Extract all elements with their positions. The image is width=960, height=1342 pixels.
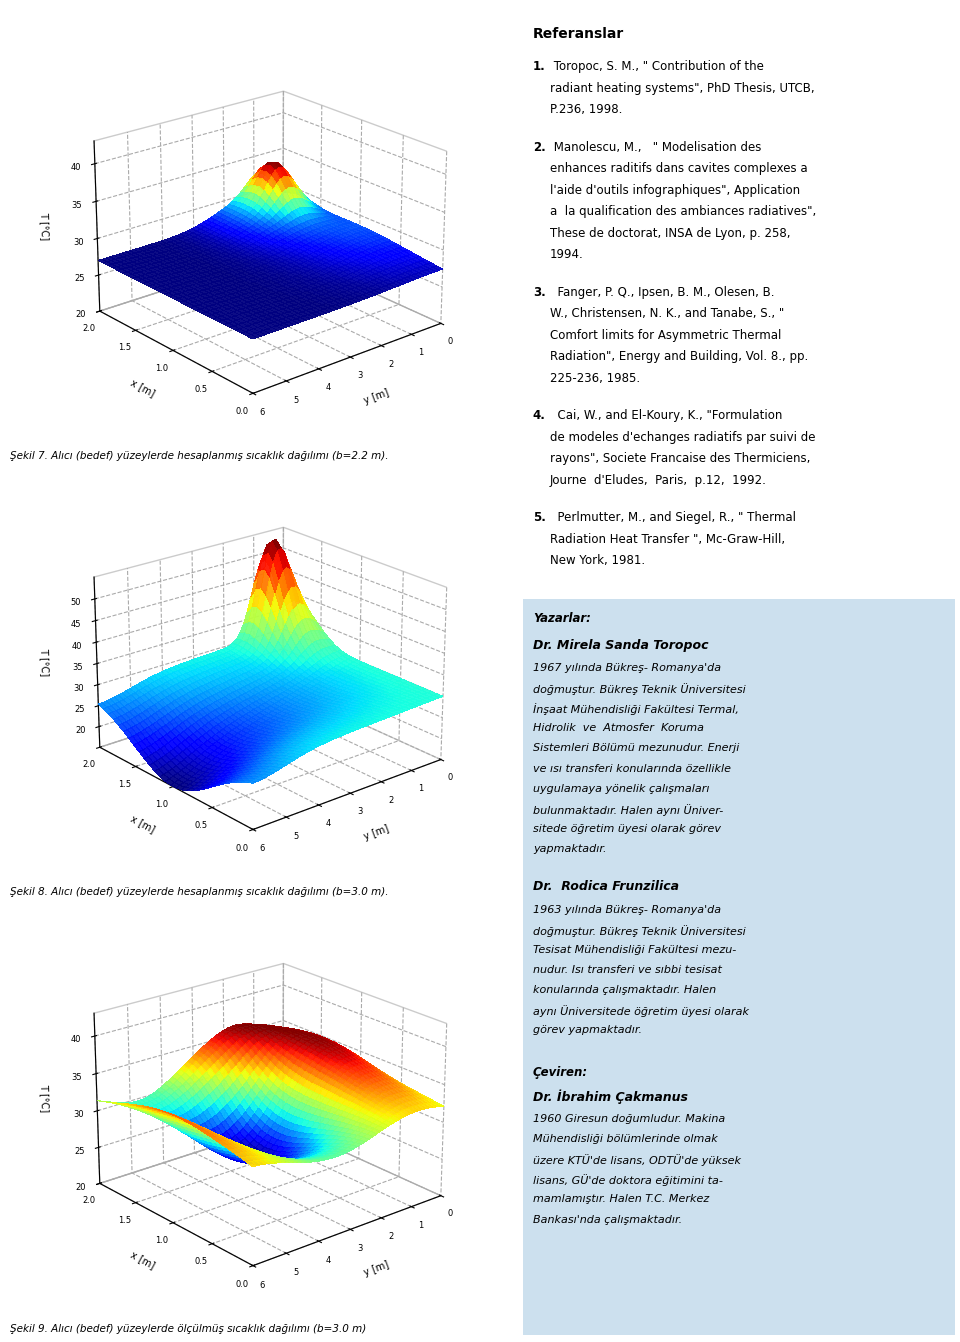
Y-axis label: x [m]: x [m] [129, 1249, 156, 1271]
Text: uygulamaya yönelik çalışmaları: uygulamaya yönelik çalışmaları [533, 784, 709, 793]
Text: 1994.: 1994. [550, 248, 584, 262]
Text: Radiation Heat Transfer ", Mc-Graw-Hill,: Radiation Heat Transfer ", Mc-Graw-Hill, [550, 533, 785, 546]
Text: üzere KTÜ'de lisans, ODTÜ'de yüksek: üzere KTÜ'de lisans, ODTÜ'de yüksek [533, 1154, 741, 1166]
Text: Fanger, P. Q., Ipsen, B. M., Olesen, B.: Fanger, P. Q., Ipsen, B. M., Olesen, B. [550, 286, 775, 299]
Text: 2.: 2. [533, 141, 545, 154]
Text: 1967 yılında Bükreş- Romanya'da: 1967 yılında Bükreş- Romanya'da [533, 663, 721, 672]
Text: 4.: 4. [533, 409, 545, 423]
Text: Comfort limits for Asymmetric Thermal: Comfort limits for Asymmetric Thermal [550, 329, 781, 342]
Text: 3.: 3. [533, 286, 545, 299]
Text: sitede öğretim üyesi olarak görev: sitede öğretim üyesi olarak görev [533, 824, 721, 833]
Text: 1960 Giresun doğumludur. Makina: 1960 Giresun doğumludur. Makina [533, 1114, 725, 1123]
Text: Perlmutter, M., and Siegel, R., " Thermal: Perlmutter, M., and Siegel, R., " Therma… [550, 511, 796, 525]
Text: P.236, 1998.: P.236, 1998. [550, 103, 622, 117]
Text: doğmuştur. Bükreş Teknik Üniversitesi: doğmuştur. Bükreş Teknik Üniversitesi [533, 683, 746, 695]
Y-axis label: x [m]: x [m] [129, 377, 156, 399]
X-axis label: y [m]: y [m] [362, 824, 390, 841]
Text: Journe  d'Eludes,  Paris,  p.12,  1992.: Journe d'Eludes, Paris, p.12, 1992. [550, 474, 767, 487]
Text: Dr. İbrahim Çakmanus: Dr. İbrahim Çakmanus [533, 1090, 687, 1104]
X-axis label: y [m]: y [m] [362, 1260, 390, 1278]
Text: Referanslar: Referanslar [533, 27, 624, 40]
Text: mamlamıştır. Halen T.C. Merkez: mamlamıştır. Halen T.C. Merkez [533, 1194, 709, 1204]
Text: 1963 yılında Bükreş- Romanya'da: 1963 yılında Bükreş- Romanya'da [533, 905, 721, 914]
Text: Cai, W., and El-Koury, K., "Formulation: Cai, W., and El-Koury, K., "Formulation [550, 409, 782, 423]
Text: 225-236, 1985.: 225-236, 1985. [550, 372, 640, 385]
Text: a  la qualification des ambiances radiatives",: a la qualification des ambiances radiati… [550, 205, 816, 219]
Text: 5.: 5. [533, 511, 545, 525]
Text: aynı Üniversitede öğretim üyesi olarak: aynı Üniversitede öğretim üyesi olarak [533, 1005, 749, 1017]
Text: Bankası'nda çalışmaktadır.: Bankası'nda çalışmaktadır. [533, 1215, 682, 1224]
X-axis label: y [m]: y [m] [362, 388, 390, 405]
Text: Toropoc, S. M., " Contribution of the: Toropoc, S. M., " Contribution of the [550, 60, 764, 74]
Text: konularında çalışmaktadır. Halen: konularında çalışmaktadır. Halen [533, 985, 716, 994]
Text: Yazarlar:: Yazarlar: [533, 612, 590, 625]
Text: l'aide d'outils infographiques", Application: l'aide d'outils infographiques", Applica… [550, 184, 801, 197]
Text: Sistemleri Bölümü mezunudur. Enerji: Sistemleri Bölümü mezunudur. Enerji [533, 743, 739, 753]
Text: ve ısı transferi konularında özellikle: ve ısı transferi konularında özellikle [533, 764, 731, 773]
Text: lisans, GÜ'de doktora eğitimini ta-: lisans, GÜ'de doktora eğitimini ta- [533, 1174, 723, 1186]
Text: Manolescu, M.,   " Modelisation des: Manolescu, M., " Modelisation des [550, 141, 761, 154]
Text: nudur. Isı transferi ve sıbbi tesisat: nudur. Isı transferi ve sıbbi tesisat [533, 965, 722, 974]
Text: Şekil 7. Alıcı (bedef) yüzeylerde hesaplanmış sıcaklık dağılımı (b=2.2 m).: Şekil 7. Alıcı (bedef) yüzeylerde hesapl… [10, 451, 388, 462]
Text: radiant heating systems", PhD Thesis, UTCB,: radiant heating systems", PhD Thesis, UT… [550, 82, 815, 95]
Text: Şekil 8. Alıcı (bedef) yüzeylerde hesaplanmış sıcaklık dağılımı (b=3.0 m).: Şekil 8. Alıcı (bedef) yüzeylerde hesapl… [10, 887, 388, 898]
Text: doğmuştur. Bükreş Teknik Üniversitesi: doğmuştur. Bükreş Teknik Üniversitesi [533, 925, 746, 937]
Text: These de doctorat, INSA de Lyon, p. 258,: These de doctorat, INSA de Lyon, p. 258, [550, 227, 791, 240]
Text: İnşaat Mühendisliği Fakültesi Termal,: İnşaat Mühendisliği Fakültesi Termal, [533, 703, 738, 715]
Text: Mühendisliği bölümlerinde olmak: Mühendisliği bölümlerinde olmak [533, 1134, 717, 1143]
Text: görev yapmaktadır.: görev yapmaktadır. [533, 1025, 642, 1035]
Y-axis label: x [m]: x [m] [129, 813, 156, 835]
Text: Dr.  Rodica Frunzilica: Dr. Rodica Frunzilica [533, 880, 679, 894]
Text: enhances raditifs dans cavites complexes a: enhances raditifs dans cavites complexes… [550, 162, 807, 176]
Text: W., Christensen, N. K., and Tanabe, S., ": W., Christensen, N. K., and Tanabe, S., … [550, 307, 784, 321]
Text: Tesisat Mühendisliği Fakültesi mezu-: Tesisat Mühendisliği Fakültesi mezu- [533, 945, 736, 954]
Text: Şekil 9. Alıcı (bedef) yüzeylerde ölçülmüş sıcaklık dağılımı (b=3.0 m): Şekil 9. Alıcı (bedef) yüzeylerde ölçülm… [10, 1323, 366, 1334]
Text: 1.: 1. [533, 60, 545, 74]
Text: Radiation", Energy and Building, Vol. 8., pp.: Radiation", Energy and Building, Vol. 8.… [550, 350, 808, 364]
Text: yapmaktadır.: yapmaktadır. [533, 844, 607, 854]
Text: de modeles d'echanges radiatifs par suivi de: de modeles d'echanges radiatifs par suiv… [550, 431, 816, 444]
Text: bulunmaktadır. Halen aynı Üniver-: bulunmaktadır. Halen aynı Üniver- [533, 804, 723, 816]
Text: Çeviren:: Çeviren: [533, 1066, 588, 1079]
Text: rayons", Societe Francaise des Thermiciens,: rayons", Societe Francaise des Thermicie… [550, 452, 810, 466]
Text: Hidrolik  ve  Atmosfer  Koruma: Hidrolik ve Atmosfer Koruma [533, 723, 704, 733]
Text: New York, 1981.: New York, 1981. [550, 554, 645, 568]
Text: Dr. Mirela Sanda Toropoc: Dr. Mirela Sanda Toropoc [533, 639, 708, 652]
